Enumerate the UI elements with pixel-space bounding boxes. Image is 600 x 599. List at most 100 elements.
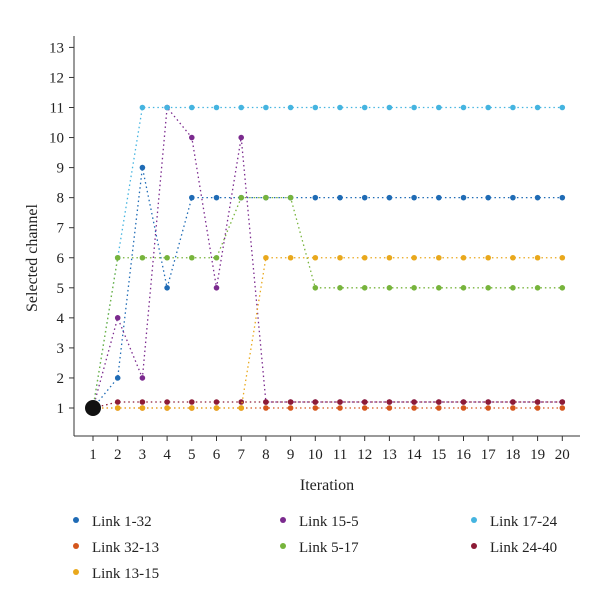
data-point (189, 104, 195, 111)
x-tick-label: 20 (555, 447, 570, 463)
series-line (92, 106, 563, 409)
data-point (189, 194, 195, 201)
x-tick-label: 11 (333, 447, 347, 463)
series-layer (85, 104, 566, 416)
data-point (436, 405, 442, 411)
x-tick-label: 10 (308, 447, 323, 463)
legend-label: Link 13-15 (92, 566, 159, 582)
data-point (337, 285, 343, 291)
data-point (510, 104, 516, 111)
y-tick-label: 10 (49, 131, 64, 147)
data-point (164, 285, 170, 291)
legend-marker (471, 543, 477, 549)
x-tick-label: 13 (382, 447, 397, 463)
data-point (386, 254, 393, 261)
data-point (411, 104, 417, 111)
data-point (534, 405, 541, 411)
data-point (189, 405, 195, 411)
data-point (559, 399, 566, 405)
data-point (139, 164, 146, 171)
data-point (361, 104, 368, 111)
legend-marker (280, 543, 286, 549)
data-point (534, 254, 541, 261)
data-point (337, 194, 343, 201)
data-point (312, 405, 319, 411)
x-tick-label: 8 (262, 447, 270, 463)
data-point (238, 134, 244, 141)
data-point (213, 104, 220, 111)
data-point (436, 399, 442, 405)
series-line (92, 196, 563, 409)
series-link-5-17 (90, 194, 566, 411)
y-tick-label: 11 (50, 101, 64, 117)
data-point (337, 399, 343, 405)
y-tick-label: 3 (57, 341, 65, 357)
data-point (287, 194, 294, 201)
data-point (559, 194, 566, 201)
data-point (213, 285, 220, 291)
legend-item: Link 5-17 (280, 540, 359, 556)
x-tick-label: 9 (287, 447, 295, 463)
data-point (263, 194, 269, 201)
data-point (386, 405, 393, 411)
x-tick-label: 5 (188, 447, 196, 463)
series-link-1-32 (90, 164, 566, 411)
legend-item: Link 15-5 (280, 514, 359, 530)
data-point (164, 104, 170, 111)
data-point (164, 254, 170, 261)
data-point (164, 405, 170, 411)
data-point (485, 399, 492, 405)
legend-marker (73, 569, 79, 575)
legend-label: Link 15-5 (299, 514, 359, 530)
legend-marker (73, 517, 79, 523)
data-point (361, 285, 368, 291)
x-tick-label: 6 (213, 447, 221, 463)
data-point (510, 399, 516, 405)
data-point (361, 405, 368, 411)
data-point (361, 254, 368, 261)
series-line (92, 105, 563, 409)
data-point (139, 399, 146, 405)
series-link-13-15 (90, 254, 566, 411)
start-marker (85, 400, 101, 416)
data-point (485, 405, 492, 411)
data-point (287, 399, 294, 405)
legend-item: Link 24-40 (471, 540, 557, 556)
y-tick-label: 12 (49, 70, 64, 86)
data-point (361, 194, 368, 201)
x-tick-label: 16 (456, 447, 472, 463)
data-point (114, 375, 121, 381)
series-line (93, 257, 563, 409)
data-point (312, 399, 319, 405)
data-point (337, 104, 343, 111)
data-point (485, 285, 492, 291)
data-point (436, 285, 442, 291)
data-point (114, 399, 121, 405)
data-point (287, 104, 294, 111)
series-link-24-40 (90, 399, 566, 411)
data-point (510, 285, 516, 291)
legend-item: Link 32-13 (73, 540, 159, 556)
data-point (460, 285, 467, 291)
data-point (460, 254, 467, 261)
y-tick-label: 1 (57, 401, 65, 417)
data-point (411, 405, 417, 411)
x-tick-label: 15 (431, 447, 446, 463)
data-point (460, 194, 467, 201)
x-tick-label: 14 (407, 447, 423, 463)
data-point (485, 254, 492, 261)
data-point (263, 405, 269, 411)
y-tick-label: 8 (57, 191, 65, 207)
legend-label: Link 17-24 (490, 514, 558, 530)
x-tick-label: 4 (163, 447, 171, 463)
data-point (213, 399, 220, 405)
x-tick-label: 3 (139, 447, 147, 463)
data-point (460, 399, 467, 405)
data-point (510, 405, 516, 411)
data-point (436, 254, 442, 261)
data-point (114, 315, 121, 321)
legend-marker (471, 517, 477, 523)
legend-item: Link 13-15 (73, 566, 159, 582)
data-point (411, 194, 417, 201)
